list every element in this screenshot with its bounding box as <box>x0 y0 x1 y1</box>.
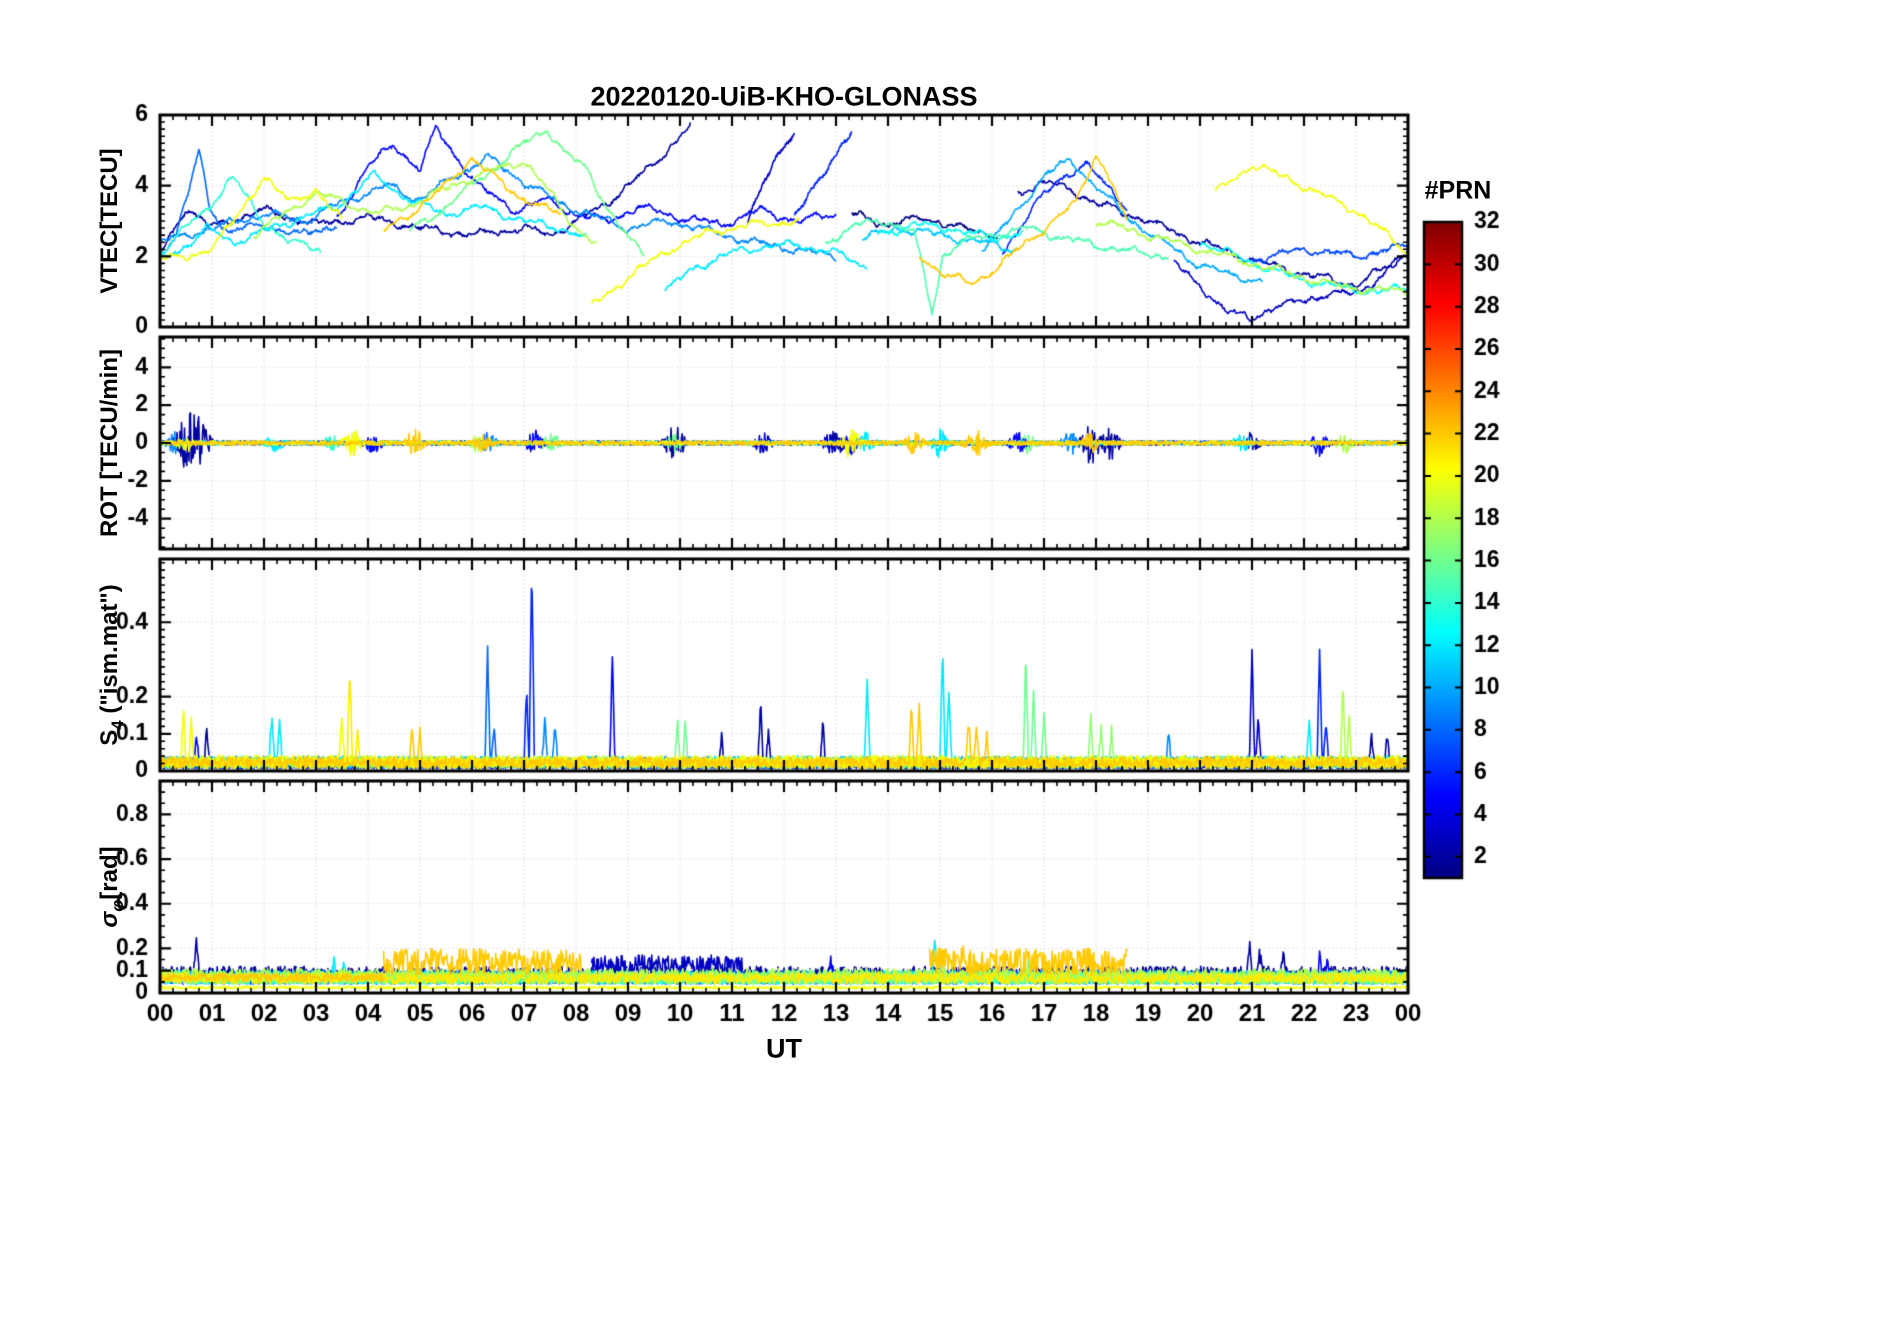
y-axis-label-s4: S4 ("ism.mat") <box>96 584 128 746</box>
colorbar-label: #PRN <box>1424 176 1492 205</box>
ylabel-subscript: φ <box>108 899 127 912</box>
y-axis-label-vtec: VTEC[TECU] <box>96 148 128 293</box>
x-axis-label: UT <box>766 1033 802 1064</box>
ylabel-text: S <box>96 729 123 746</box>
chart-title: 20220120-UiB-KHO-GLONASS <box>590 81 978 112</box>
ylabel-text: σ <box>96 911 123 928</box>
ylabel-suffix: ("ism.mat") <box>96 584 123 721</box>
ylabel-text: VTEC[TECU] <box>96 148 123 294</box>
y-axis-label-sigma-phi: σφ[rad] <box>96 846 128 927</box>
ylabel-text: ROT [TECU/min] <box>96 349 123 537</box>
ylabel-suffix: [rad] <box>96 846 123 900</box>
y-axis-label-rot: ROT [TECU/min] <box>96 349 128 537</box>
ylabel-subscript: 4 <box>108 720 127 730</box>
